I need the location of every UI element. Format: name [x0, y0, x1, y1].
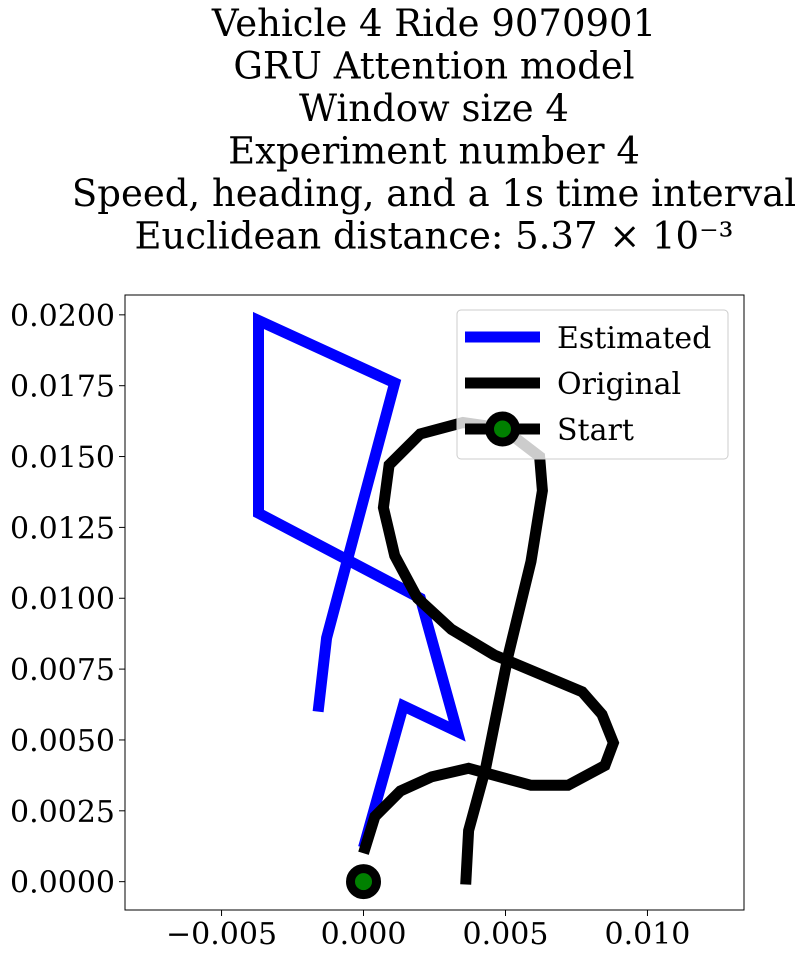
title-line: Speed, heading, and a 1s time interval: [72, 172, 796, 215]
x-tick-label: −0.005: [166, 917, 277, 952]
legend-label: Estimated: [557, 321, 711, 356]
x-tick-label: 0.000: [321, 917, 407, 952]
legend-box: [456, 309, 729, 460]
series-line-original: [358, 416, 620, 885]
legend-label: Original: [557, 367, 681, 402]
y-tick-label: 0.0075: [10, 653, 115, 688]
x-axis: −0.005 0.000 0.005 0.010: [166, 910, 690, 952]
y-tick-label: 0.0100: [10, 582, 115, 617]
title-line: Vehicle 4 Ride 9070901: [211, 2, 656, 45]
start-marker: [346, 864, 382, 900]
series-layer: [253, 311, 620, 900]
title-line: Experiment number 4: [228, 130, 640, 173]
y-tick-label: 0.0025: [10, 795, 115, 830]
title-line: Window size 4: [299, 87, 569, 130]
y-axis: 0.0000 0.0025 0.0050 0.0075 0.0100 0.0125 0.01…: [10, 299, 125, 901]
y-tick-label: 0.0125: [10, 511, 115, 546]
title-line: GRU Attention model: [233, 45, 634, 88]
x-tick-label: 0.010: [605, 917, 691, 952]
y-tick-label: 0.0200: [10, 299, 115, 334]
legend-label: Start: [557, 413, 634, 448]
y-tick-label: 0.0175: [10, 370, 115, 405]
legend: Estimated Original Start: [456, 309, 729, 460]
y-tick-label: 0.0050: [10, 724, 115, 759]
legend-start-marker: [485, 411, 520, 447]
y-tick-label: 0.0000: [10, 866, 115, 901]
series-line-estimated: [253, 311, 466, 850]
title-line: Euclidean distance: 5.37 × 10⁻³: [135, 215, 734, 258]
x-tick-label: 0.005: [463, 917, 549, 952]
y-tick-label: 0.0150: [10, 441, 115, 476]
